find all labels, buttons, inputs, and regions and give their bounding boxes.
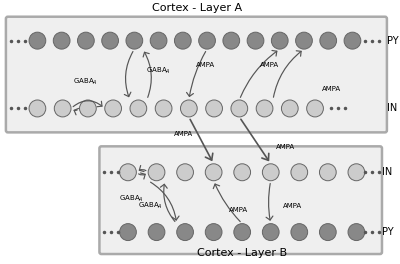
Circle shape	[206, 100, 222, 117]
Text: GABA$_A$: GABA$_A$	[146, 65, 171, 76]
Circle shape	[234, 224, 250, 241]
Circle shape	[180, 100, 197, 117]
Circle shape	[155, 100, 172, 117]
Circle shape	[148, 164, 165, 181]
Circle shape	[223, 32, 240, 49]
Circle shape	[150, 32, 167, 49]
Circle shape	[53, 32, 70, 49]
Circle shape	[296, 32, 312, 49]
Text: AMPA: AMPA	[196, 62, 215, 68]
Circle shape	[177, 224, 194, 241]
Text: IN: IN	[382, 167, 392, 177]
Circle shape	[174, 32, 191, 49]
Text: GABA$_A$: GABA$_A$	[120, 194, 144, 204]
Circle shape	[120, 164, 136, 181]
Circle shape	[271, 32, 288, 49]
Circle shape	[291, 224, 308, 241]
Text: AMPA: AMPA	[174, 131, 194, 137]
Circle shape	[105, 100, 122, 117]
Circle shape	[78, 32, 94, 49]
Circle shape	[148, 224, 165, 241]
Text: AMPA: AMPA	[229, 207, 248, 213]
Circle shape	[102, 32, 118, 49]
Circle shape	[126, 32, 143, 49]
Text: PY: PY	[382, 227, 394, 237]
Text: GABA$_A$: GABA$_A$	[74, 76, 98, 87]
Text: AMPA: AMPA	[276, 144, 295, 150]
Circle shape	[348, 224, 365, 241]
Circle shape	[307, 100, 324, 117]
Circle shape	[291, 164, 308, 181]
Text: AMPA: AMPA	[260, 62, 280, 68]
FancyBboxPatch shape	[100, 146, 382, 254]
Circle shape	[54, 100, 71, 117]
Circle shape	[177, 164, 194, 181]
Circle shape	[199, 32, 216, 49]
Circle shape	[130, 100, 147, 117]
Text: PY: PY	[387, 36, 398, 46]
Circle shape	[348, 164, 365, 181]
Circle shape	[29, 100, 46, 117]
Text: AMPA: AMPA	[282, 203, 302, 209]
Circle shape	[120, 224, 136, 241]
Circle shape	[262, 164, 279, 181]
Text: GABA$_A$: GABA$_A$	[138, 201, 163, 211]
Circle shape	[80, 100, 96, 117]
Circle shape	[205, 224, 222, 241]
Circle shape	[256, 100, 273, 117]
Circle shape	[234, 164, 250, 181]
Circle shape	[247, 32, 264, 49]
Circle shape	[320, 164, 336, 181]
Circle shape	[262, 224, 279, 241]
Text: Cortex - Layer A: Cortex - Layer A	[152, 3, 242, 13]
Circle shape	[231, 100, 248, 117]
Text: Cortex - Layer B: Cortex - Layer B	[197, 248, 287, 258]
Circle shape	[29, 32, 46, 49]
Text: IN: IN	[387, 103, 397, 114]
FancyBboxPatch shape	[6, 17, 387, 132]
Circle shape	[344, 32, 361, 49]
Circle shape	[320, 32, 336, 49]
Circle shape	[205, 164, 222, 181]
Circle shape	[282, 100, 298, 117]
Text: AMPA: AMPA	[322, 86, 341, 92]
Circle shape	[320, 224, 336, 241]
